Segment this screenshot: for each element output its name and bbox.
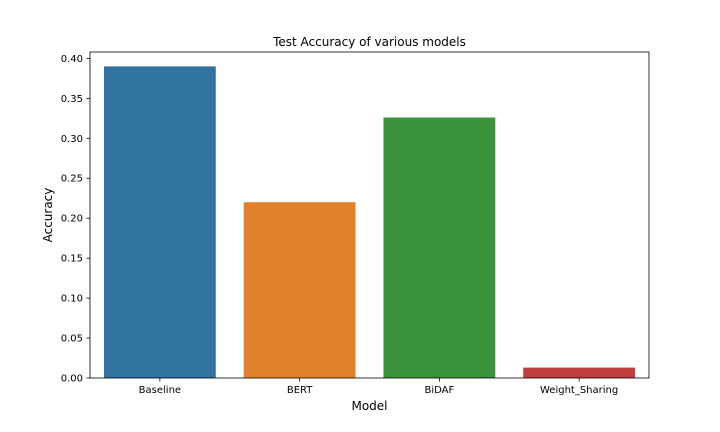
plot-frame — [89, 51, 650, 379]
x-tick-label: Weight_Sharing — [540, 385, 618, 396]
y-tick-label: 0.30 — [61, 134, 83, 145]
x-tick-label: Baseline — [139, 385, 181, 396]
y-tick-label: 0.35 — [61, 94, 83, 105]
chart-title: Test Accuracy of various models — [272, 35, 466, 49]
y-tick-label: 0.40 — [61, 54, 83, 65]
y-axis-label: Accuracy — [41, 188, 55, 243]
bar-bidaf — [383, 117, 496, 379]
x-axis-label: Model — [351, 399, 387, 413]
x-tick-label: BiDAF — [424, 385, 454, 396]
y-tick-label: 0.15 — [61, 254, 83, 265]
bar-weight-sharing — [523, 367, 636, 378]
y-tick-label: 0.00 — [61, 374, 83, 385]
bar-baseline — [103, 66, 216, 378]
x-tick-label: BERT — [287, 385, 313, 396]
y-tick-label: 0.20 — [61, 214, 83, 225]
y-tick-label: 0.25 — [61, 174, 83, 185]
y-tick-label: 0.05 — [61, 334, 83, 345]
y-axis-ticks: 0.00 0.05 0.10 0.15 0.20 0.25 0.30 0.35 0.40 — [61, 54, 90, 385]
x-axis-ticks: Baseline BERT BiDAF Weight_Sharing — [139, 378, 618, 396]
y-tick-label: 0.10 — [61, 294, 83, 305]
bars-group — [103, 66, 636, 379]
bar-bert — [243, 202, 356, 378]
